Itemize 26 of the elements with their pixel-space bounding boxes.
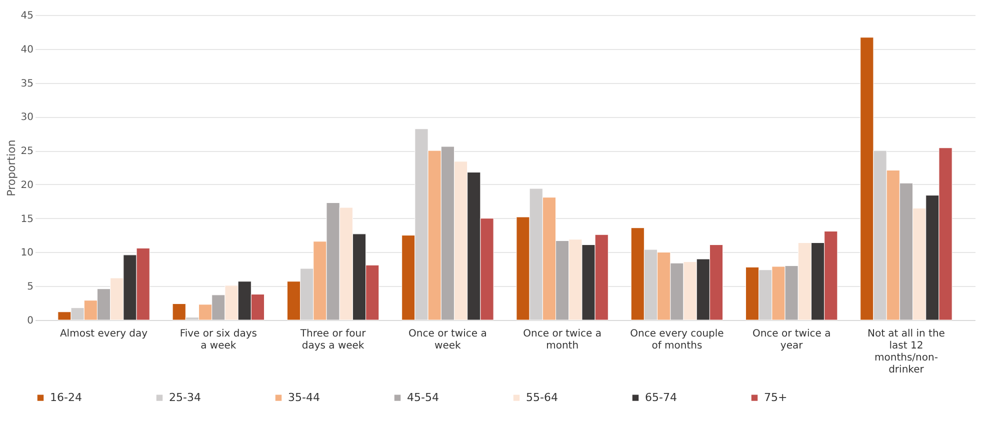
x-tick-label: Almost every day bbox=[60, 328, 148, 340]
y-tick-label: 30 bbox=[20, 112, 34, 124]
legend-label: 55-64 bbox=[526, 390, 558, 404]
legend-label: 65-74 bbox=[645, 390, 677, 404]
x-tick-label: Five or six days a week bbox=[180, 328, 257, 352]
x-tick-label: Three or four days a week bbox=[299, 328, 367, 352]
y-tick-label: 35 bbox=[20, 78, 34, 90]
y-tick-label: 0 bbox=[27, 316, 34, 326]
legend-label: 45-54 bbox=[407, 390, 439, 404]
y-axis-title: Proportion bbox=[4, 140, 18, 196]
x-tick-label: Once or twice a year bbox=[752, 328, 831, 352]
y-tick-label: 25 bbox=[20, 146, 34, 158]
x-tick-label: Once or twice a week bbox=[408, 328, 487, 352]
y-tick-label: 45 bbox=[20, 10, 34, 22]
x-tick-label: Not at all in the last 12 months/non-drinker bbox=[867, 328, 945, 376]
legend-label: 75+ bbox=[764, 390, 788, 404]
y-tick-label: 40 bbox=[20, 44, 34, 56]
legend-label: 25-34 bbox=[169, 390, 201, 404]
y-tick-label: 15 bbox=[20, 214, 34, 225]
legend-label: 35-44 bbox=[288, 390, 320, 404]
y-tick-label: 5 bbox=[27, 282, 34, 293]
x-tick-label: Once or twice a month bbox=[523, 328, 602, 352]
legend-label: 16-24 bbox=[50, 390, 82, 404]
y-tick-label: 20 bbox=[20, 180, 34, 191]
x-tick-label: Once every couple of months bbox=[630, 328, 724, 352]
y-tick-label: 10 bbox=[20, 248, 34, 259]
